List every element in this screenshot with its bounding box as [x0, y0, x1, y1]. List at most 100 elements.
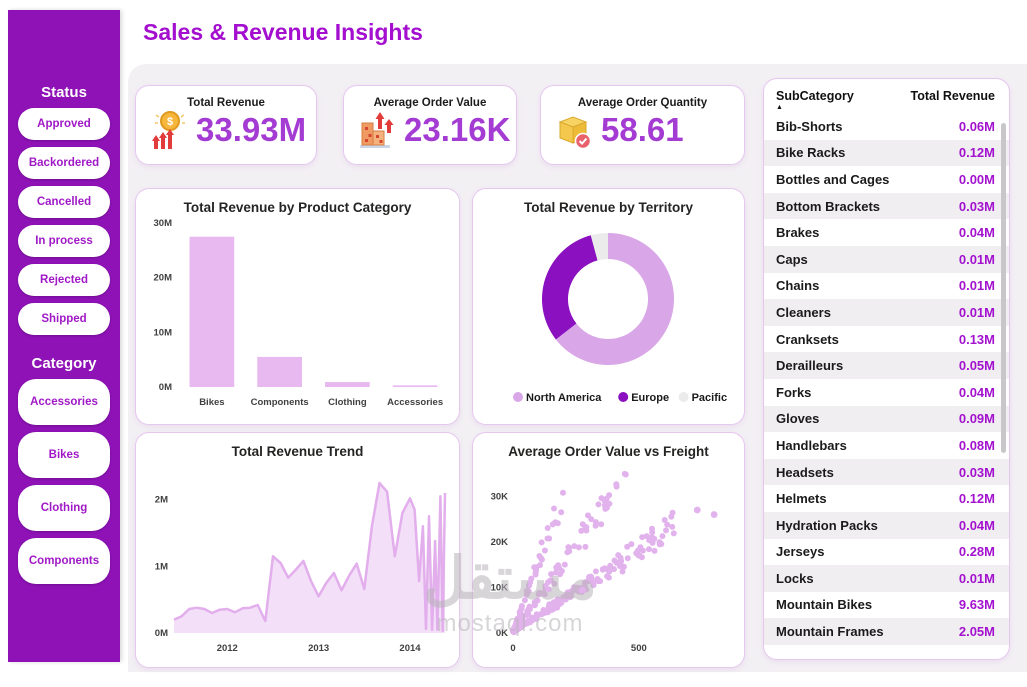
sort-ascending-icon[interactable]: ▲: [776, 104, 783, 111]
subcategory-cell: Locks: [776, 570, 814, 586]
scatter-chart[interactable]: 0K 10K 20K 30K 0 500: [473, 459, 744, 664]
legend-label: Pacific: [692, 392, 727, 404]
table-header-subcategory[interactable]: SubCategory ▲: [776, 89, 854, 111]
axis-tick-label: 1M: [155, 561, 168, 572]
donut-chart[interactable]: North America Europe Pacific: [473, 215, 744, 418]
kpi-card-avg-order-value: Average Order Value 23.16K: [343, 85, 517, 165]
bar-components[interactable]: [257, 356, 302, 387]
table-row-cleaners[interactable]: Cleaners 0.01M: [764, 299, 1009, 326]
axis-tick-label: 0M: [159, 382, 172, 393]
donut-slice-north-america[interactable]: [555, 233, 674, 365]
subcategory-cell: Gloves: [776, 411, 820, 427]
scatter-outlier[interactable]: [693, 506, 701, 514]
axis-tick-label: Accessories: [387, 397, 443, 408]
axis-tick-label: 2014: [399, 643, 421, 654]
table-row-brakes[interactable]: Brakes 0.04M: [764, 219, 1009, 246]
table-row-hydration-packs[interactable]: Hydration Packs 0.04M: [764, 511, 1009, 539]
axis-tick-label: 2M: [155, 495, 168, 506]
bar-accessories[interactable]: [392, 385, 438, 387]
table-row-derailleurs[interactable]: Derailleurs 0.05M: [764, 352, 1009, 379]
scatter-outlier[interactable]: [710, 511, 718, 518]
status-button-in-process[interactable]: In process: [18, 225, 110, 257]
category-slicer: Accessories Bikes Clothing Components: [8, 379, 120, 584]
table-row-cranksets[interactable]: Cranksets 0.13M: [764, 326, 1009, 353]
trend-line[interactable]: [173, 481, 447, 633]
table-row-mountain-frames[interactable]: Mountain Frames 2.05M: [764, 618, 1009, 645]
axis-tick-label: Clothing: [328, 397, 367, 408]
revenue-cell: 0.01M: [958, 251, 995, 267]
subcategory-cell: Hydration Packs: [776, 517, 878, 533]
trend-chart-card: Total Revenue Trend 0M 1M 2M 2012 2013 2014: [135, 432, 460, 668]
status-button-shipped[interactable]: Shipped: [18, 303, 110, 335]
table-row-bottom-brackets[interactable]: Bottom Brackets 0.03M: [764, 192, 1009, 220]
coin-growth-icon: $: [148, 109, 188, 151]
subcategory-cell: Bike Racks: [776, 145, 846, 161]
status-button-rejected[interactable]: Rejected: [18, 264, 110, 296]
scatter-chart-card: Average Order Value vs Freight 0K 10K 20K 3…: [472, 432, 745, 668]
table-row-bib-shorts[interactable]: Bib-Shorts 0.06M: [764, 113, 1009, 140]
kpi-label: Average Order Quantity: [577, 97, 708, 109]
table-row-gloves[interactable]: Gloves 0.09M: [764, 405, 1009, 433]
subcategory-cell: Derailleurs: [776, 358, 844, 374]
revenue-cell: 0.12M: [958, 145, 995, 161]
table-row-headsets[interactable]: Headsets 0.03M: [764, 458, 1009, 486]
revenue-cell: 0.04M: [958, 225, 995, 241]
axis-tick-label: 2012: [217, 643, 238, 654]
table-row-chains[interactable]: Chains 0.01M: [764, 273, 1009, 300]
table-row-handlebars[interactable]: Handlebars 0.08M: [764, 432, 1009, 459]
table-row-bike-racks[interactable]: Bike Racks 0.12M: [764, 139, 1009, 167]
revenue-cell: 0.03M: [958, 198, 995, 214]
category-button-components[interactable]: Components: [18, 538, 110, 584]
subcategory-cell: Mountain Bikes: [776, 597, 873, 613]
table-scrollbar-thumb[interactable]: [1001, 123, 1006, 453]
table-header: SubCategory ▲ Total Revenue: [764, 79, 1009, 113]
legend-dot-europe: [618, 392, 629, 402]
subcategory-cell: Cranksets: [776, 331, 839, 347]
axis-tick-label: 10K: [491, 582, 509, 593]
subcategory-cell: Bottles and Cages: [776, 171, 890, 187]
category-button-clothing[interactable]: Clothing: [18, 485, 110, 531]
table-header-total-revenue[interactable]: Total Revenue: [910, 89, 995, 103]
bar-chart-card: Total Revenue by Product Category 0M 10M 2…: [135, 188, 460, 425]
status-button-cancelled[interactable]: Cancelled: [18, 186, 110, 218]
kpi-card-avg-order-quantity: Average Order Quantity 58.61: [540, 85, 745, 165]
revenue-cell: 0.09M: [958, 411, 995, 427]
subcategory-cell: Cleaners: [776, 304, 831, 320]
table-row-mountain-bikes[interactable]: Mountain Bikes 9.63M: [764, 592, 1009, 619]
subcategory-cell: Helmets: [776, 491, 827, 507]
table-row-caps[interactable]: Caps 0.01M: [764, 245, 1009, 273]
table-row-forks[interactable]: Forks 0.04M: [764, 379, 1009, 406]
bar-bikes[interactable]: [189, 236, 235, 387]
revenue-cell: 9.63M: [958, 597, 995, 613]
table-row-locks[interactable]: Locks 0.01M: [764, 565, 1009, 592]
trend-area[interactable]: [174, 483, 445, 633]
status-slicer-heading: Status: [41, 84, 87, 101]
kpi-label: Average Order Value: [373, 97, 487, 109]
axis-tick-label: 30K: [491, 491, 509, 502]
subcategory-cell: Bottom Brackets: [776, 198, 881, 214]
kpi-label: Total Revenue: [187, 97, 265, 109]
revenue-cell: 0.12M: [958, 491, 995, 507]
trend-chart[interactable]: 0M 1M 2M 2012 2013 2014: [136, 459, 459, 664]
legend-dot-pacific: [678, 392, 689, 402]
axis-tick-label: 0K: [496, 628, 508, 639]
axis-tick-label: Components: [251, 397, 309, 408]
category-button-bikes[interactable]: Bikes: [18, 432, 110, 478]
table-row-bottles-and-cages[interactable]: Bottles and Cages 0.00M: [764, 166, 1009, 193]
donut-slice-europe[interactable]: [542, 235, 598, 340]
axis-tick-label: Bikes: [199, 397, 224, 408]
donut-slice-pacific[interactable]: [590, 233, 608, 261]
table-row-jerseys[interactable]: Jerseys 0.28M: [764, 539, 1009, 566]
kpi-value: 58.61: [601, 111, 684, 148]
revenue-cell: 0.04M: [958, 384, 995, 400]
status-button-backordered[interactable]: Backordered: [18, 147, 110, 179]
status-button-approved[interactable]: Approved: [18, 108, 110, 140]
table-row-helmets[interactable]: Helmets 0.12M: [764, 485, 1009, 512]
bar-chart[interactable]: 0M 10M 20M 30M Bikes Components Clothing Access…: [136, 215, 459, 420]
scatter-chart-title: Average Order Value vs Freight: [508, 444, 709, 459]
revenue-cell: 0.00M: [958, 171, 995, 187]
bar-clothing[interactable]: [325, 382, 370, 387]
category-button-accessories[interactable]: Accessories: [18, 379, 110, 425]
scatter-points[interactable]: [510, 470, 718, 636]
